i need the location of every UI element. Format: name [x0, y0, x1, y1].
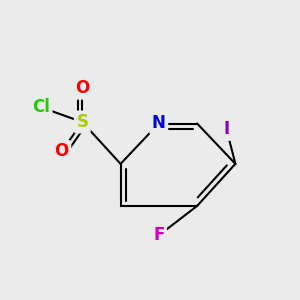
Text: N: N: [152, 115, 166, 133]
Text: F: F: [153, 226, 164, 244]
Text: O: O: [75, 79, 89, 97]
Text: S: S: [76, 113, 88, 131]
Text: I: I: [224, 120, 230, 138]
Text: O: O: [55, 142, 69, 160]
Text: Cl: Cl: [32, 98, 50, 116]
